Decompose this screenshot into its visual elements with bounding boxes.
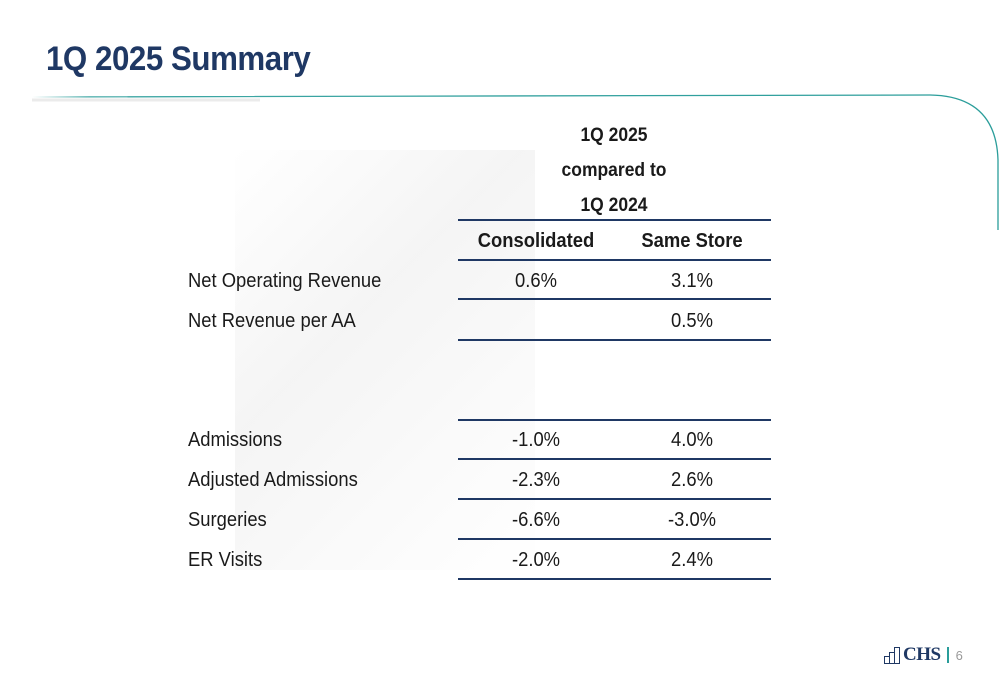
table-rule [458, 498, 771, 500]
table-rule [458, 538, 771, 540]
row-label: Net Operating Revenue [188, 270, 382, 292]
cell-same-store: 2.6% [671, 469, 713, 491]
page-title: 1Q 2025 Summary [46, 40, 311, 78]
header-line-2: compared to [561, 160, 667, 181]
row-label: Net Revenue per AA [188, 310, 356, 332]
table-rule [458, 339, 771, 341]
row-label: ER Visits [188, 549, 263, 571]
footer: CHS 6 [884, 644, 963, 666]
chs-logo-icon [884, 646, 900, 664]
cell-same-store: 0.5% [671, 310, 713, 332]
cell-consolidated: -6.6% [511, 509, 561, 531]
header-line-3: 1Q 2024 [580, 195, 648, 216]
table-rule [458, 419, 771, 421]
row-label: Surgeries [188, 509, 267, 531]
cell-same-store: -3.0% [667, 509, 717, 531]
row-label: Adjusted Admissions [188, 469, 358, 491]
cell-consolidated: -2.0% [511, 549, 561, 571]
cell-same-store: 2.4% [671, 549, 713, 571]
header-line-1: 1Q 2025 [580, 125, 648, 146]
cell-same-store: 4.0% [671, 429, 713, 451]
table-rule [458, 458, 771, 460]
table-period-header: 1Q 2025 compared to 1Q 2024 [458, 118, 770, 223]
company-logo: CHS [903, 644, 941, 665]
cell-consolidated: -1.0% [511, 429, 561, 451]
column-header-same-store: Same Store [641, 230, 743, 252]
table-rule [458, 259, 771, 261]
footer-divider [946, 647, 949, 663]
cell-consolidated: 0.6% [515, 270, 557, 292]
column-header-consolidated: Consolidated [477, 230, 595, 252]
table-rule [458, 298, 771, 300]
cell-consolidated: -2.3% [511, 469, 561, 491]
table-rule [458, 578, 771, 580]
cell-same-store: 3.1% [671, 270, 713, 292]
table-rule [458, 219, 771, 221]
page-number: 6 [955, 647, 963, 663]
row-label: Admissions [188, 429, 283, 451]
